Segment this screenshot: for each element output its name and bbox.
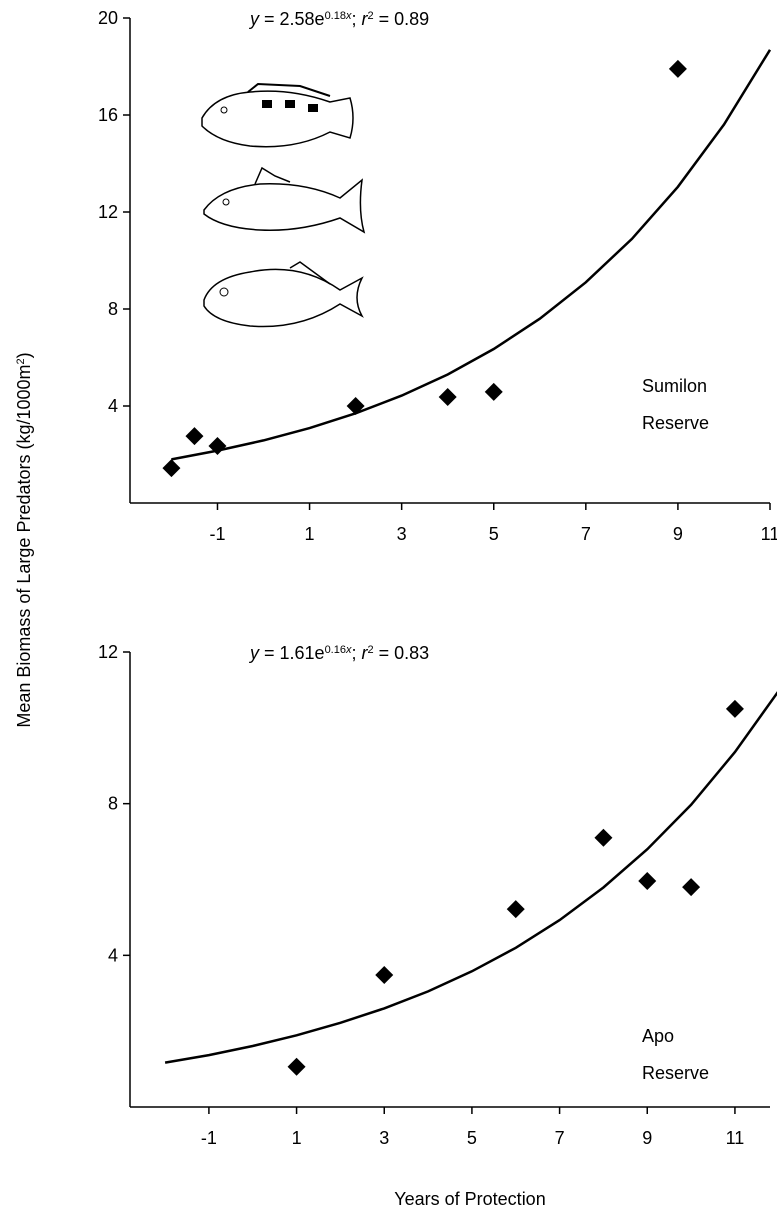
text-part: 2 [15, 358, 27, 364]
point [638, 872, 657, 891]
fit-curve [171, 49, 772, 461]
fish [203, 268, 364, 328]
eye [220, 106, 228, 114]
panel-label: Reserve [642, 1063, 709, 1083]
rich-text: y = 2.58e0.18x; r2 = 0.89 [248, 9, 429, 29]
text-part: x [345, 644, 352, 656]
eye [222, 198, 230, 206]
text-part: y [248, 643, 260, 663]
point [594, 828, 613, 847]
y-tick-label: 12 [98, 202, 118, 222]
text-part: Mean Biomass of Large Predators (kg/1000… [14, 364, 34, 727]
point [208, 437, 227, 456]
text-part: 2 [368, 644, 374, 656]
x-tick-label: 1 [292, 1128, 302, 1148]
stripes [262, 100, 318, 112]
rich-text: y = 1.61e0.16x; r2 = 0.83 [248, 643, 429, 663]
y-tick-label: 8 [108, 794, 118, 814]
fin [247, 82, 331, 97]
x-axis-label: Years of Protection [394, 1189, 545, 1209]
fish [201, 90, 354, 148]
text-part: ) [14, 352, 34, 358]
x-tick-label: 3 [397, 524, 407, 544]
y-tick-label: 16 [98, 105, 118, 125]
x-tick-label: 5 [489, 524, 499, 544]
y-tick-label: 4 [108, 396, 118, 416]
point [438, 388, 457, 407]
text-part: ; [351, 643, 361, 663]
panel-label: Apo [642, 1026, 674, 1046]
x-tick-label: 7 [555, 1128, 565, 1148]
point [185, 427, 204, 446]
text-part: = 0.89 [374, 9, 430, 29]
text-part: 2 [368, 10, 374, 22]
point [287, 1057, 306, 1076]
x-tick-label: 7 [581, 524, 591, 544]
point [162, 459, 181, 478]
point [375, 966, 394, 985]
text-part: x [345, 10, 352, 22]
point [725, 699, 744, 718]
fin [289, 261, 331, 285]
x-tick-label: 3 [379, 1128, 389, 1148]
fit-curve [164, 691, 777, 1064]
point [484, 382, 503, 401]
x-tick-label: 9 [642, 1128, 652, 1148]
text-part: y [248, 9, 260, 29]
y-tick-label: 8 [108, 299, 118, 319]
text-part: = 0.83 [374, 643, 430, 663]
rich-text: Mean Biomass of Large Predators (kg/1000… [14, 352, 34, 727]
x-tick-label: -1 [201, 1128, 217, 1148]
y-tick-label: 4 [108, 945, 118, 965]
x-tick-label: 11 [726, 1128, 745, 1148]
panel-label: Sumilon [642, 376, 707, 396]
text-part: 0.16 [325, 644, 346, 656]
x-tick-label: -1 [209, 524, 225, 544]
x-tick-label: 11 [761, 524, 777, 544]
x-tick-label: 9 [673, 524, 683, 544]
text-part: = 1.61e [259, 643, 325, 663]
text-part: 0.18 [325, 10, 346, 22]
x-tick-label: 1 [305, 524, 315, 544]
y-tick-label: 12 [98, 642, 118, 662]
point [506, 900, 525, 919]
text-part: = 2.58e [259, 9, 325, 29]
fish [203, 178, 366, 234]
y-tick-label: 20 [98, 8, 118, 28]
fin [254, 166, 291, 185]
fish-illustrations [201, 82, 366, 328]
text-part: ; [351, 9, 361, 29]
point [668, 59, 687, 78]
x-tick-label: 5 [467, 1128, 477, 1148]
text-part: r [362, 643, 369, 663]
eye [219, 287, 229, 297]
panel-label: Reserve [642, 413, 709, 433]
text-part: r [362, 9, 369, 29]
point [682, 878, 701, 897]
point [346, 397, 365, 415]
